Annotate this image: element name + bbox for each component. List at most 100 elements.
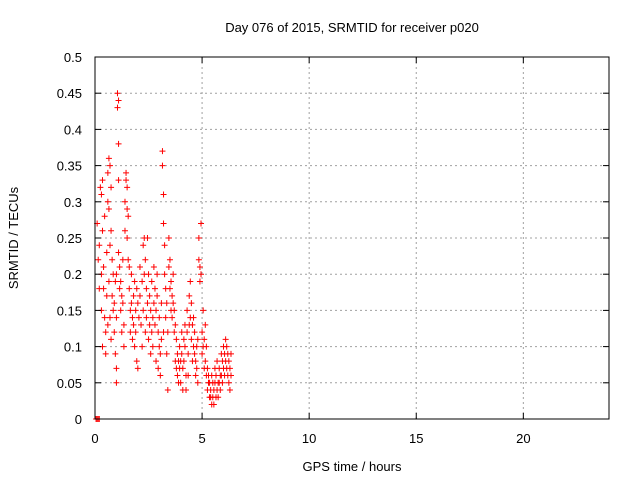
data-point [103, 292, 110, 299]
data-point [121, 227, 128, 234]
data-point [118, 292, 125, 299]
data-point [193, 343, 200, 350]
data-point [223, 343, 230, 350]
data-point [132, 307, 139, 314]
data-point [119, 256, 126, 263]
data-point [115, 140, 122, 147]
data-point [136, 263, 143, 270]
data-point [108, 227, 115, 234]
data-point [117, 278, 124, 285]
data-point [169, 292, 176, 299]
data-point [113, 379, 120, 386]
data-point [105, 206, 112, 213]
data-point [157, 372, 164, 379]
data-point [104, 321, 111, 328]
data-point [125, 256, 132, 263]
data-point [170, 300, 177, 307]
data-point [160, 220, 167, 227]
data-point [145, 271, 152, 278]
data-point [125, 213, 132, 220]
data-point [192, 358, 199, 365]
x-tick-label: 5 [198, 431, 205, 446]
data-point [193, 365, 200, 372]
data-point [136, 292, 143, 299]
data-point [101, 213, 108, 220]
data-point [176, 343, 183, 350]
data-point [115, 249, 122, 256]
data-point [188, 336, 195, 343]
data-point [215, 394, 222, 401]
data-point [143, 314, 150, 321]
data-point [153, 358, 160, 365]
data-point [112, 350, 119, 357]
data-point [138, 321, 145, 328]
y-tick-label: 0.05 [57, 376, 82, 391]
data-point [159, 162, 166, 169]
chart-title: Day 076 of 2015, SRMTID for receiver p02… [225, 20, 479, 35]
data-point [199, 329, 206, 336]
data-point [151, 285, 158, 292]
data-point [156, 314, 163, 321]
data-point [192, 372, 199, 379]
data-point [225, 379, 232, 386]
data-point [131, 278, 138, 285]
data-point [105, 278, 112, 285]
data-point [187, 278, 194, 285]
data-point [97, 184, 104, 191]
data-point [140, 307, 147, 314]
data-point [181, 343, 188, 350]
data-point [113, 365, 120, 372]
data-point [150, 300, 157, 307]
data-point [188, 300, 195, 307]
data-point [165, 235, 172, 241]
data-point [154, 292, 161, 299]
data-point [161, 271, 168, 278]
data-point [129, 336, 136, 343]
data-point [166, 256, 173, 263]
data-point [127, 307, 134, 314]
data-point [219, 379, 226, 386]
data-point [124, 184, 131, 191]
data-point [146, 292, 153, 299]
data-point [113, 271, 120, 278]
data-points [93, 90, 234, 422]
data-point [195, 256, 202, 263]
data-point [106, 242, 113, 249]
data-point [117, 307, 124, 314]
data-point [201, 336, 208, 343]
data-point [226, 387, 233, 394]
data-point [127, 329, 134, 336]
y-tick-label: 0.1 [64, 340, 82, 355]
data-point [111, 329, 118, 336]
data-point [102, 350, 109, 357]
data-point [151, 321, 158, 328]
y-tick-label: 0.4 [64, 122, 82, 137]
data-point [142, 329, 149, 336]
data-point [105, 155, 112, 162]
data-point [100, 263, 107, 270]
data-point [170, 271, 177, 278]
x-tick-label: 15 [409, 431, 423, 446]
data-point [124, 235, 131, 241]
data-point [158, 336, 165, 343]
data-point [157, 350, 164, 357]
axis-ticks: 0 0.05 0.1 0.15 0.2 0.25 0.3 0.35 0.4 0.45 0.5 0 5 10… [57, 50, 609, 446]
data-point [161, 242, 168, 249]
data-point [106, 162, 113, 169]
data-point [202, 358, 209, 365]
data-point [185, 372, 192, 379]
data-point [165, 263, 172, 270]
data-point [203, 343, 210, 350]
x-axis-label: GPS time / hours [303, 459, 402, 474]
data-point [148, 278, 155, 285]
data-point [159, 148, 166, 155]
data-point [126, 263, 133, 270]
data-point [98, 191, 105, 198]
data-point [198, 271, 205, 278]
data-point [123, 177, 130, 184]
data-point [118, 329, 125, 336]
data-point [99, 227, 106, 234]
data-point [133, 358, 140, 365]
data-point [204, 365, 211, 372]
y-tick-label: 0.15 [57, 303, 82, 318]
